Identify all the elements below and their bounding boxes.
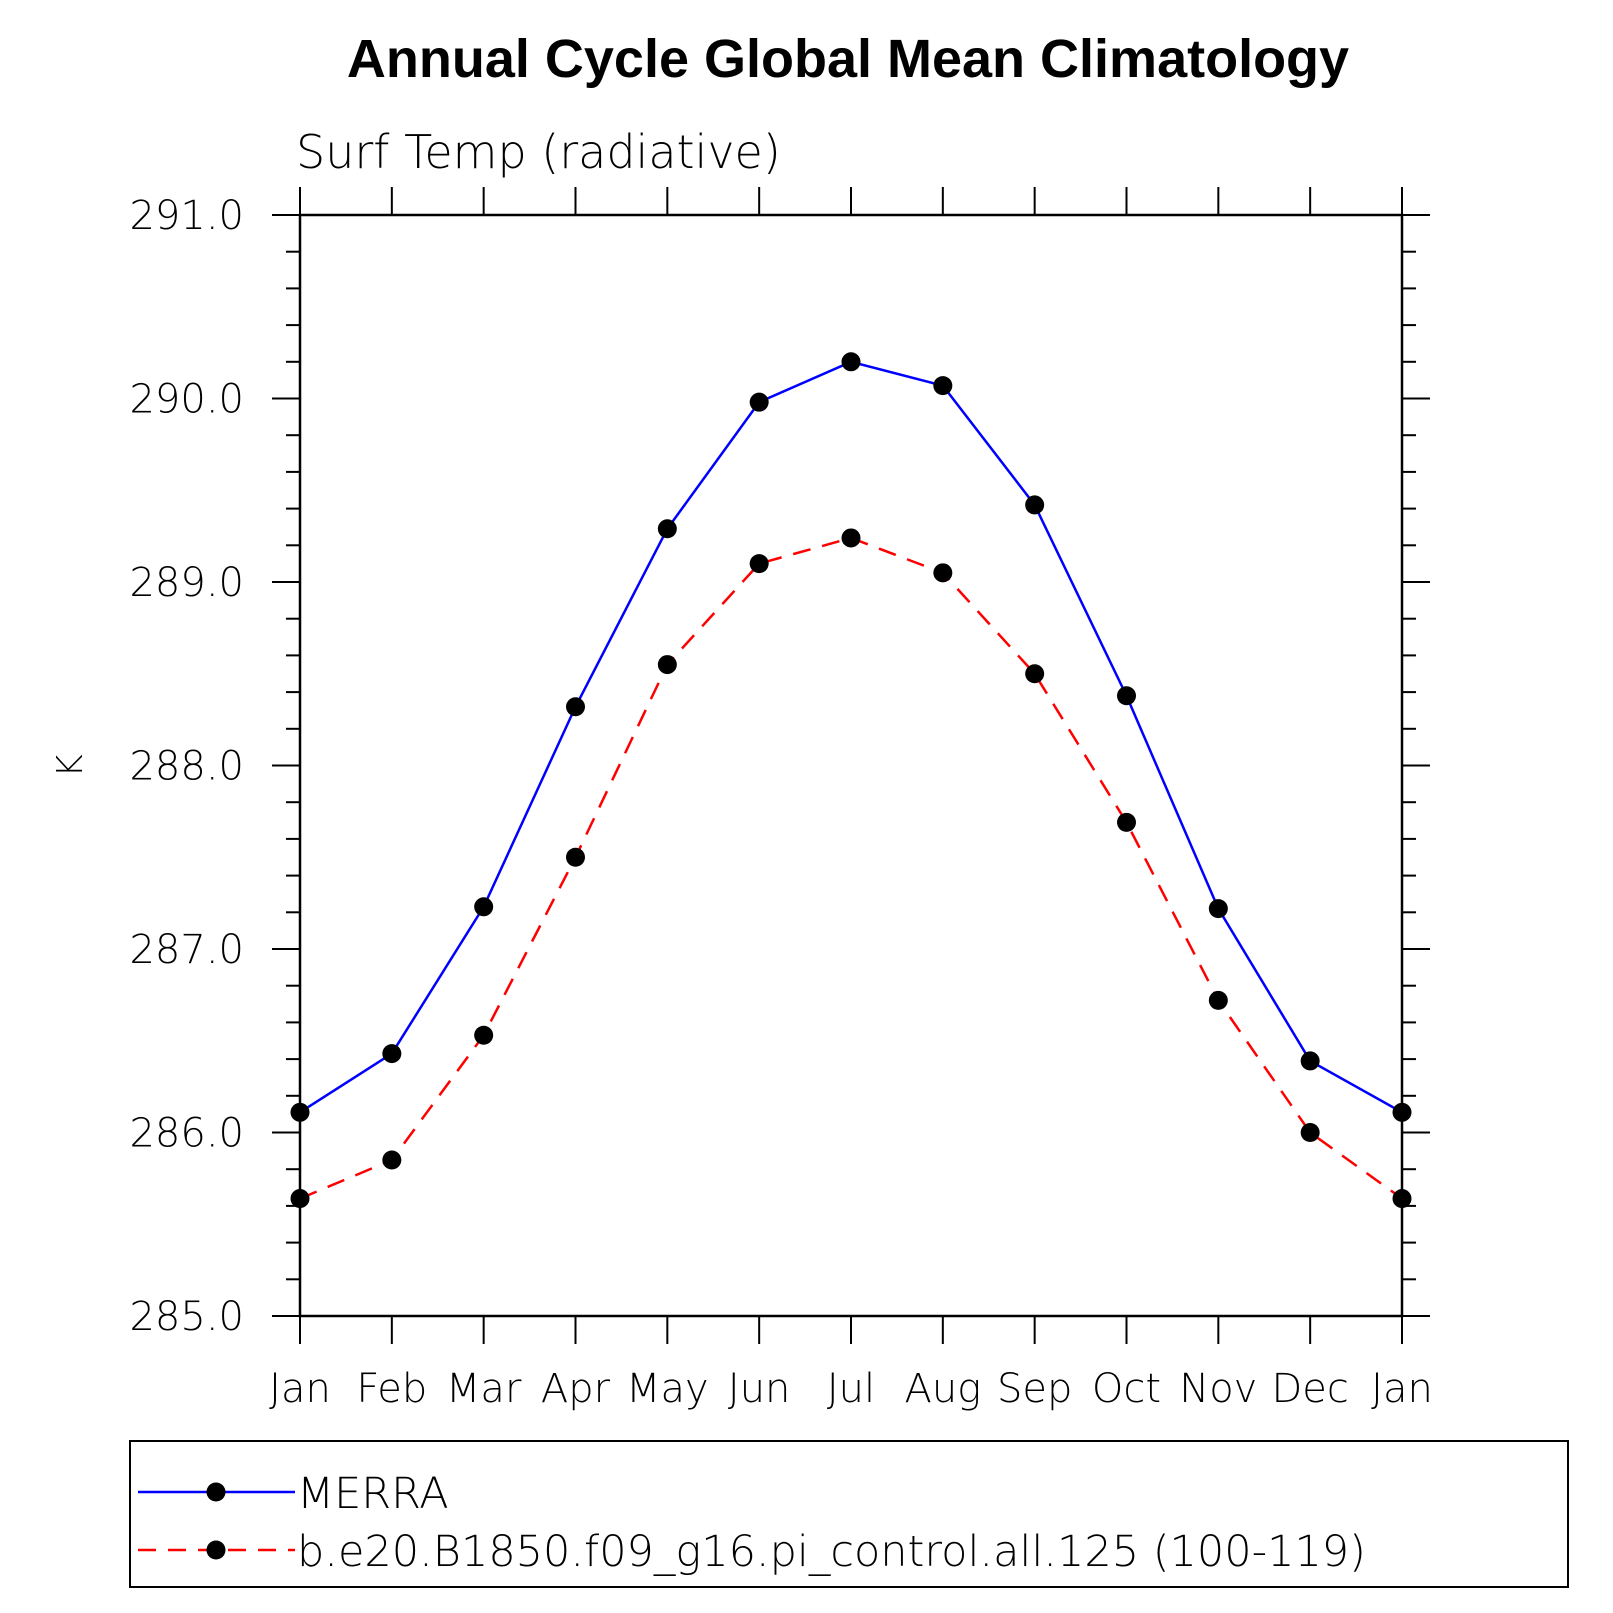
data-point bbox=[1025, 495, 1045, 515]
data-point bbox=[749, 554, 769, 574]
x-tick-label: May bbox=[626, 1366, 709, 1412]
data-point bbox=[566, 847, 585, 867]
data-point bbox=[933, 376, 953, 396]
chart-title: Annual Cycle Global Mean Climatology bbox=[347, 29, 1349, 89]
y-tick-label: 290.0 bbox=[129, 377, 244, 423]
x-tick-label: Feb bbox=[356, 1366, 427, 1412]
data-point bbox=[933, 563, 953, 583]
series-2 bbox=[290, 528, 1412, 1209]
series-line bbox=[299, 536, 1403, 1200]
data-point bbox=[841, 352, 861, 372]
data-point bbox=[290, 1102, 310, 1122]
y-tick-label: 286.0 bbox=[129, 1111, 244, 1157]
y-tick-label: 289.0 bbox=[129, 560, 244, 606]
legend-marker bbox=[206, 1540, 226, 1560]
data-point bbox=[749, 392, 769, 412]
x-tick-label: Aug bbox=[904, 1366, 981, 1412]
data-point bbox=[657, 519, 677, 539]
data-point bbox=[1392, 1189, 1412, 1209]
data-point bbox=[566, 697, 585, 717]
data-point bbox=[1117, 686, 1136, 706]
x-tick-label: Dec bbox=[1271, 1366, 1348, 1412]
data-point bbox=[1208, 899, 1228, 919]
plot-frame bbox=[298, 213, 1404, 1318]
data-point bbox=[1025, 664, 1045, 684]
chart-subtitle: Surf Temp (radiative) bbox=[296, 125, 781, 179]
data-point bbox=[1117, 812, 1136, 832]
x-tick-label: Apr bbox=[541, 1366, 611, 1412]
data-point bbox=[1208, 990, 1228, 1010]
series-line bbox=[299, 360, 1403, 1114]
legend-marker bbox=[206, 1482, 226, 1502]
data-point bbox=[290, 1189, 310, 1209]
y-tick-label: 291.0 bbox=[129, 193, 244, 239]
x-tick-labels: Jan Feb Mar Apr May Jun Jul Aug Sep Oct Nov Dec Jan bbox=[269, 1366, 1433, 1412]
legend-label: b.e20.B1850.f09_g16.pi_control.all.125 (… bbox=[297, 1527, 1366, 1577]
legend-box bbox=[129, 1440, 1569, 1588]
data-point bbox=[474, 1025, 494, 1045]
y-tick-label: 288.0 bbox=[129, 744, 244, 790]
x-tick-label: Jun bbox=[728, 1366, 791, 1412]
y-axis-label: K bbox=[50, 754, 91, 778]
legend: MERRA b.e20.B1850.f09_g16.pi_control.all.… bbox=[129, 1440, 1569, 1588]
x-tick-label: Jan bbox=[1371, 1366, 1433, 1412]
y-tick-label: 287.0 bbox=[129, 927, 244, 973]
x-tick-label: Oct bbox=[1092, 1366, 1161, 1412]
y-tick-labels: 285.0 286.0 287.0 288.0 289.0 290.0 291.0 bbox=[129, 193, 244, 1340]
x-tick-label: Mar bbox=[446, 1366, 522, 1412]
data-point bbox=[382, 1150, 402, 1170]
data-point bbox=[1392, 1102, 1412, 1122]
x-tick-label: Jan bbox=[269, 1366, 331, 1412]
x-tick-label: Sep bbox=[997, 1366, 1072, 1412]
data-point bbox=[474, 897, 494, 917]
y-tick-label: 285.0 bbox=[129, 1294, 244, 1340]
series-layer bbox=[290, 352, 1412, 1209]
data-point bbox=[657, 655, 677, 675]
x-tick-label: Jul bbox=[827, 1366, 875, 1412]
data-point bbox=[382, 1044, 402, 1064]
plot-axes bbox=[272, 187, 1430, 1344]
legend-label: MERRA bbox=[297, 1469, 449, 1519]
x-tick-label: Nov bbox=[1179, 1366, 1257, 1412]
data-point bbox=[841, 528, 861, 548]
series-1 bbox=[290, 352, 1412, 1122]
data-point bbox=[1300, 1051, 1320, 1071]
data-point bbox=[1300, 1123, 1320, 1142]
